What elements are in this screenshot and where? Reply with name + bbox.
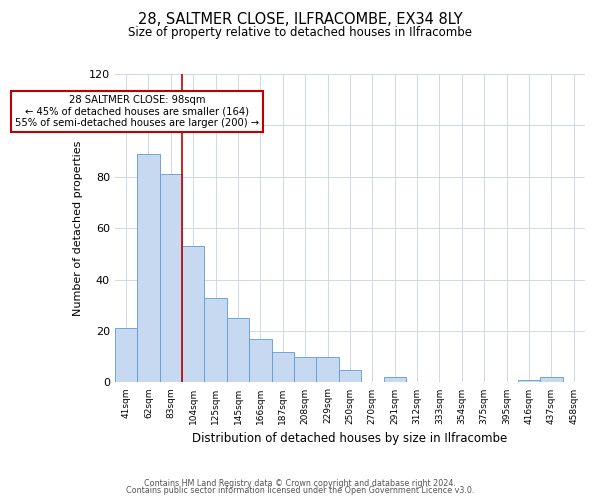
Bar bbox=[137, 154, 160, 382]
Bar bbox=[182, 246, 205, 382]
Text: 28 SALTMER CLOSE: 98sqm
← 45% of detached houses are smaller (164)
55% of semi-d: 28 SALTMER CLOSE: 98sqm ← 45% of detache… bbox=[15, 94, 259, 128]
Bar bbox=[160, 174, 182, 382]
Text: 28, SALTMER CLOSE, ILFRACOMBE, EX34 8LY: 28, SALTMER CLOSE, ILFRACOMBE, EX34 8LY bbox=[137, 12, 463, 28]
Bar bbox=[294, 356, 316, 382]
X-axis label: Distribution of detached houses by size in Ilfracombe: Distribution of detached houses by size … bbox=[193, 432, 508, 445]
Bar bbox=[339, 370, 361, 382]
Bar bbox=[316, 356, 339, 382]
Bar bbox=[227, 318, 249, 382]
Bar bbox=[249, 338, 272, 382]
Text: Contains public sector information licensed under the Open Government Licence v3: Contains public sector information licen… bbox=[126, 486, 474, 495]
Bar bbox=[540, 378, 563, 382]
Text: Contains HM Land Registry data © Crown copyright and database right 2024.: Contains HM Land Registry data © Crown c… bbox=[144, 478, 456, 488]
Bar bbox=[115, 328, 137, 382]
Bar bbox=[205, 298, 227, 382]
Bar bbox=[518, 380, 540, 382]
Text: Size of property relative to detached houses in Ilfracombe: Size of property relative to detached ho… bbox=[128, 26, 472, 39]
Bar bbox=[383, 378, 406, 382]
Bar bbox=[272, 352, 294, 382]
Y-axis label: Number of detached properties: Number of detached properties bbox=[73, 140, 83, 316]
